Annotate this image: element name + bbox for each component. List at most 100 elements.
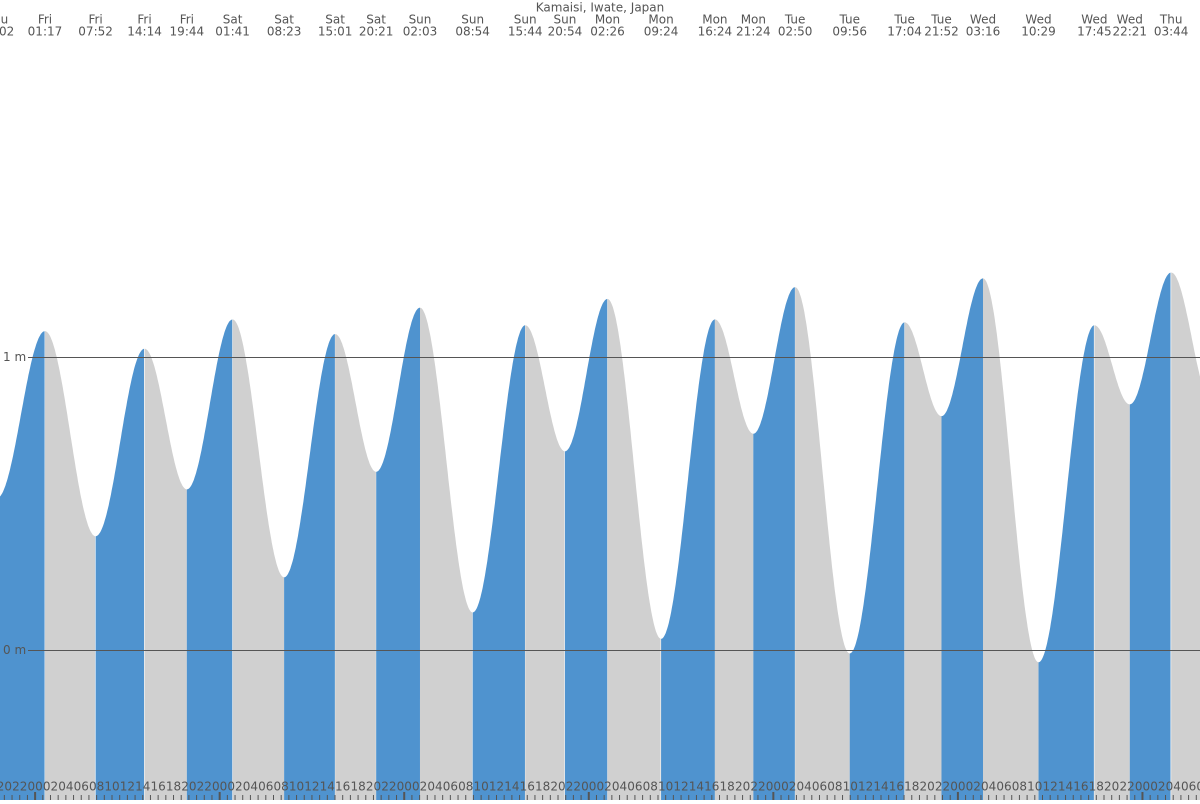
extreme-day: Thu: [1159, 13, 1183, 27]
extreme-day: Mon: [702, 13, 727, 27]
tide-area: [607, 298, 661, 800]
extreme-day: Sun: [461, 13, 484, 27]
extreme-day: Tue: [838, 13, 860, 27]
hour-label: 02: [227, 780, 242, 794]
hour-label: 14: [504, 780, 519, 794]
hour-label: 10: [289, 780, 304, 794]
hour-label: 06: [996, 780, 1011, 794]
tide-area: [941, 278, 984, 800]
hour-label: 10: [1027, 780, 1042, 794]
hour-label: 18: [350, 780, 365, 794]
extreme-time: 15:01: [318, 25, 353, 39]
hour-label: 14: [689, 780, 704, 794]
hour-label: 20: [919, 780, 934, 794]
extreme-time: 02:03: [403, 25, 438, 39]
extreme-day: Fri: [180, 13, 194, 27]
chart-title: Kamaisi, Iwate, Japan: [536, 1, 665, 15]
hour-label: 04: [796, 780, 811, 794]
hour-label: 04: [981, 780, 996, 794]
extreme-day: Sat: [223, 13, 243, 27]
extreme-day: Sun: [514, 13, 537, 27]
hour-label: 20: [735, 780, 750, 794]
y-tick-label: 1 m: [3, 350, 26, 364]
hour-label: 08: [643, 780, 658, 794]
hour-label: 22: [197, 780, 212, 794]
tide-area: [904, 322, 942, 800]
hour-label: 12: [858, 780, 873, 794]
tide-area: [144, 348, 187, 800]
tide-area: [284, 334, 335, 800]
extreme-day: Tue: [784, 13, 806, 27]
tide-area: [95, 348, 145, 800]
extreme-time: 09:24: [644, 25, 679, 39]
tide-area: [186, 319, 233, 800]
hour-label: 08: [89, 780, 104, 794]
tide-area: [661, 319, 715, 800]
hour-label: 02: [1150, 780, 1165, 794]
hour-label: 00: [397, 780, 412, 794]
tide-area: [795, 287, 850, 800]
extreme-time: 09:56: [832, 25, 867, 39]
hour-label: 08: [1012, 780, 1027, 794]
hour-label: 06: [74, 780, 89, 794]
hour-label: 20: [0, 780, 12, 794]
hour-label: 08: [1196, 780, 1200, 794]
hour-label: 18: [535, 780, 550, 794]
hour-label: 04: [1166, 780, 1181, 794]
hour-label: 08: [827, 780, 842, 794]
hour-label: 10: [473, 780, 488, 794]
hour-label: 00: [1135, 780, 1150, 794]
hour-label: 14: [135, 780, 150, 794]
hour-label: 20: [550, 780, 565, 794]
extreme-day: Tue: [893, 13, 915, 27]
extreme-day: Fri: [137, 13, 151, 27]
hour-label: 22: [935, 780, 950, 794]
extreme-day: Sun: [409, 13, 432, 27]
hour-label: 06: [627, 780, 642, 794]
hour-label: 12: [489, 780, 504, 794]
extreme-time: 01:41: [215, 25, 250, 39]
tide-area: [714, 319, 754, 800]
extreme-day: Wed: [1081, 13, 1107, 27]
hour-label: 14: [1058, 780, 1073, 794]
tide-area: [983, 278, 1039, 800]
hour-label: 14: [320, 780, 335, 794]
tide-area: [1171, 272, 1200, 800]
hour-label: 18: [720, 780, 735, 794]
tide-area: [44, 331, 95, 800]
hour-label: 20: [366, 780, 381, 794]
hour-label: 20: [181, 780, 196, 794]
hour-label: 06: [812, 780, 827, 794]
tide-area: [335, 334, 376, 800]
extreme-time: 22:21: [1112, 25, 1147, 39]
hour-label: 02: [781, 780, 796, 794]
extreme-day: Sat: [274, 13, 294, 27]
extreme-time: 20:54: [548, 25, 583, 39]
tide-area: [525, 325, 565, 800]
extreme-day: Tue: [930, 13, 952, 27]
tide-area: [472, 325, 525, 800]
extreme-time: 14:14: [127, 25, 162, 39]
tide-area: [419, 307, 473, 800]
extreme-day: Thu: [0, 13, 8, 27]
hour-label: 02: [597, 780, 612, 794]
extreme-time: 08:54: [455, 25, 490, 39]
hour-label: 16: [704, 780, 719, 794]
extreme-day: Sat: [366, 13, 386, 27]
hour-label: 06: [443, 780, 458, 794]
tide-area: [849, 322, 905, 800]
extreme-day: Fri: [88, 13, 102, 27]
hour-label: 02: [412, 780, 427, 794]
tide-area: [1094, 325, 1130, 800]
extreme-day: Fri: [38, 13, 52, 27]
extreme-time: 16:24: [698, 25, 733, 39]
extreme-day: Wed: [1117, 13, 1143, 27]
extreme-day: Mon: [648, 13, 673, 27]
hour-label: 22: [1119, 780, 1134, 794]
extreme-time: 21:24: [736, 25, 771, 39]
hour-label: 16: [335, 780, 350, 794]
extreme-time: 15:44: [508, 25, 543, 39]
extreme-day: Mon: [741, 13, 766, 27]
extreme-time: 03:16: [966, 25, 1001, 39]
hour-label: 12: [1043, 780, 1058, 794]
